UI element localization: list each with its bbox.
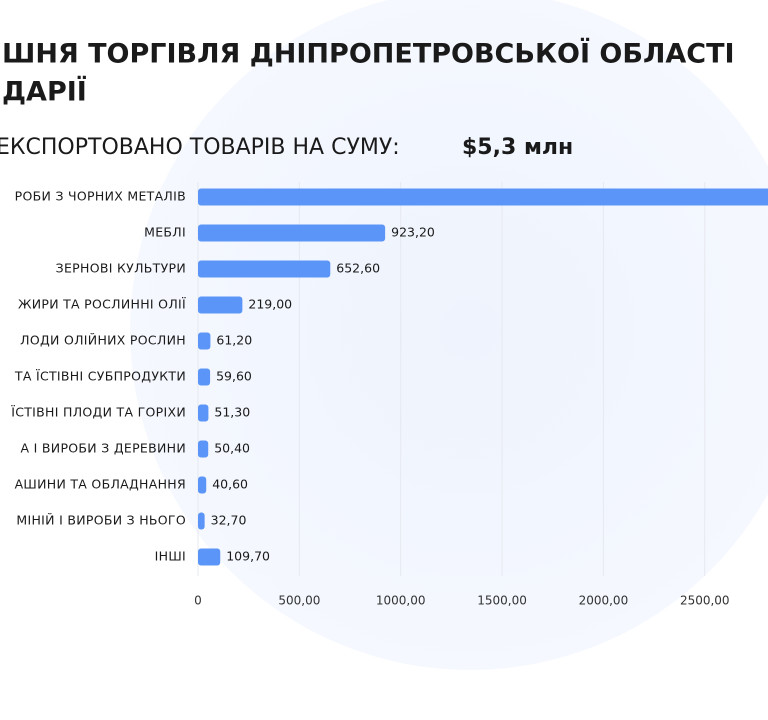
value-label: 219,00 (248, 297, 292, 312)
bar (198, 188, 768, 206)
value-label: 923,20 (391, 225, 435, 240)
y-tick-label: ІНШІ (155, 549, 186, 564)
bar (198, 224, 386, 242)
value-label: 40,60 (212, 477, 248, 492)
bar (198, 368, 211, 386)
y-tick-label: ТА ЇСТІВНІ СУБПРОДУКТИ (14, 369, 186, 384)
value-label: 32,70 (211, 513, 247, 528)
subtitle-value: $5,3 млн (462, 135, 573, 160)
y-tick-label: ЗЕРНОВІ КУЛЬТУРИ (56, 261, 186, 276)
value-label: 51,30 (214, 405, 250, 420)
bar (198, 404, 209, 422)
bar (198, 512, 205, 530)
bar (198, 296, 243, 314)
y-tick-label: МЕБЛІ (144, 225, 186, 240)
bar (198, 476, 207, 494)
chart-title: ДАРІЇ (2, 76, 87, 108)
chart-title: ШНЯ ТОРГІВЛЯ ДНІПРОПЕТРОВСЬКОЇ ОБЛАСТІ (2, 38, 735, 70)
y-tick-label: ЖИРИ ТА РОСЛИННІ ОЛІЇ (18, 297, 186, 312)
y-tick-label: А І ВИРОБИ З ДЕРЕВИНИ (21, 441, 186, 456)
x-tick-label: 1500,00 (477, 594, 527, 608)
bar (198, 332, 211, 350)
y-tick-label: ЇСТІВНІ ПЛОДИ ТА ГОРІХИ (11, 405, 186, 420)
value-label: 61,20 (216, 333, 252, 348)
y-tick-label: ЛОДИ ОЛІЙНИХ РОСЛИН (20, 333, 186, 348)
x-tick-label: 500,00 (278, 594, 320, 608)
x-tick-label: 2000,00 (579, 594, 629, 608)
value-label: 652,60 (336, 261, 380, 276)
subtitle: ЕКСПОРТОВАНО ТОВАРІВ НА СУМУ: (0, 135, 400, 160)
x-tick-label: 0 (194, 594, 202, 608)
bar (198, 548, 221, 566)
x-tick-label: 2500,00 (680, 594, 730, 608)
bar (198, 440, 209, 458)
background-circle (130, 0, 768, 670)
x-tick-label: 1000,00 (376, 594, 426, 608)
y-tick-label: РОБИ З ЧОРНИХ МЕТАЛІВ (15, 189, 186, 204)
y-tick-label: МІНІЙ І ВИРОБИ З НЬОГО (16, 513, 186, 528)
bar (198, 260, 331, 278)
y-tick-label: АШИНИ ТА ОБЛАДНАННЯ (15, 477, 186, 492)
value-label: 109,70 (226, 549, 270, 564)
value-label: 50,40 (214, 441, 250, 456)
value-label: 59,60 (216, 369, 252, 384)
